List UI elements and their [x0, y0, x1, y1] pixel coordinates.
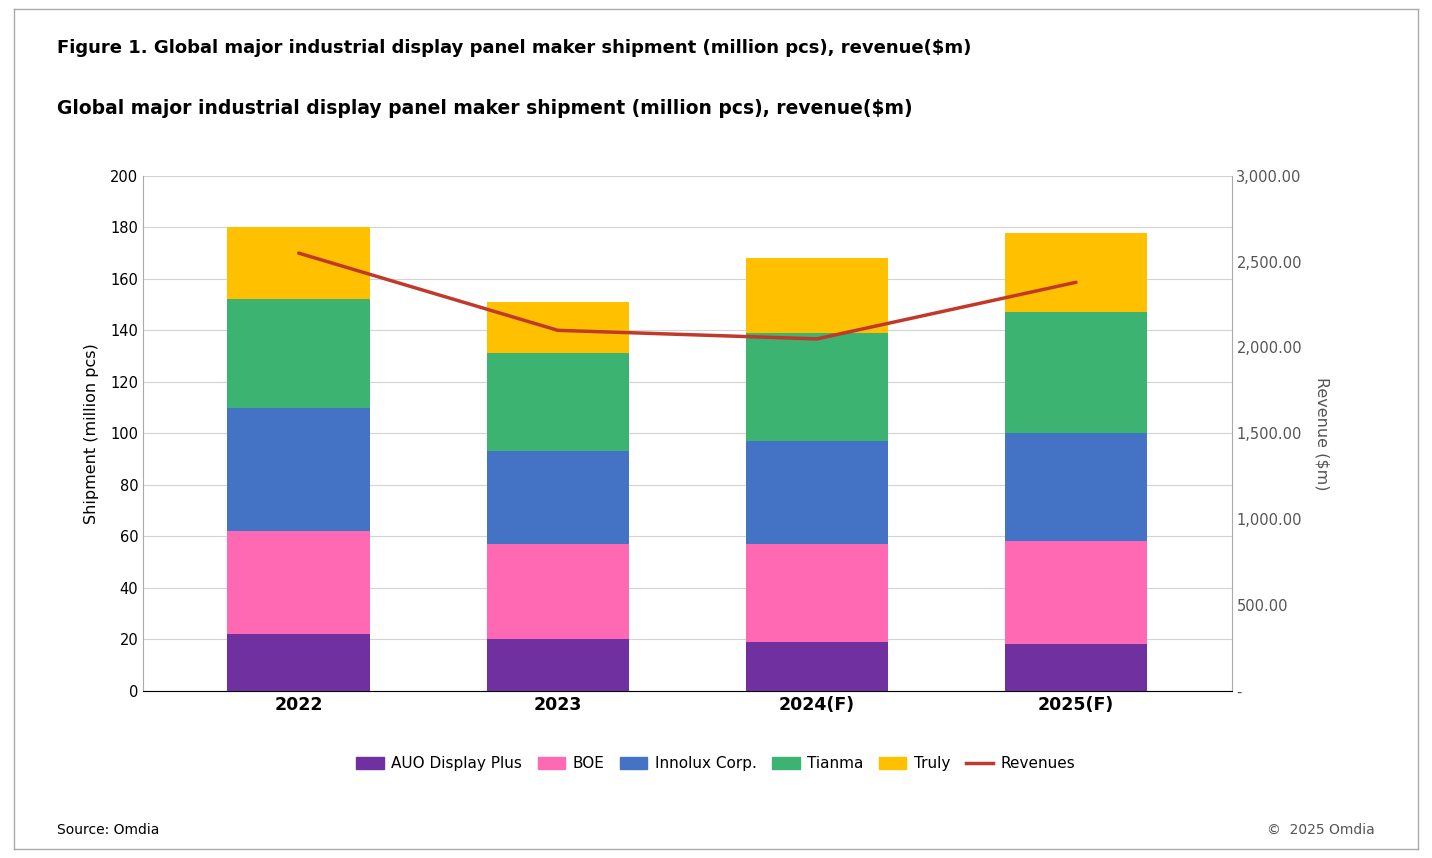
Bar	[228, 634, 369, 691]
Bar	[746, 544, 888, 642]
Legend: AUO Display Plus, BOE, Innolux Corp., Tianma, Truly, Revenues: AUO Display Plus, BOE, Innolux Corp., Ti…	[351, 750, 1081, 777]
Text: Source: Omdia: Source: Omdia	[57, 823, 159, 837]
Y-axis label: Revenue ($m): Revenue ($m)	[1315, 377, 1330, 490]
Bar	[746, 642, 888, 691]
Bar	[487, 302, 629, 353]
Bar	[746, 441, 888, 544]
Bar	[746, 258, 888, 333]
Text: Figure 1. Global major industrial display panel maker shipment (million pcs), re: Figure 1. Global major industrial displa…	[57, 39, 972, 57]
Bar	[1005, 541, 1147, 644]
Text: Global major industrial display panel maker shipment (million pcs), revenue($m): Global major industrial display panel ma…	[57, 99, 914, 118]
Bar	[1005, 233, 1147, 312]
Bar	[487, 451, 629, 544]
Bar	[1005, 433, 1147, 541]
Bar	[746, 333, 888, 441]
Bar	[228, 408, 369, 531]
Bar	[228, 299, 369, 408]
Bar	[228, 531, 369, 634]
Bar	[487, 353, 629, 451]
Bar	[1005, 644, 1147, 691]
Bar	[1005, 312, 1147, 433]
Text: ©  2025 Omdia: © 2025 Omdia	[1267, 823, 1375, 837]
Y-axis label: Shipment (million pcs): Shipment (million pcs)	[84, 343, 99, 523]
Bar	[487, 639, 629, 691]
Bar	[228, 227, 369, 299]
Bar	[487, 544, 629, 639]
